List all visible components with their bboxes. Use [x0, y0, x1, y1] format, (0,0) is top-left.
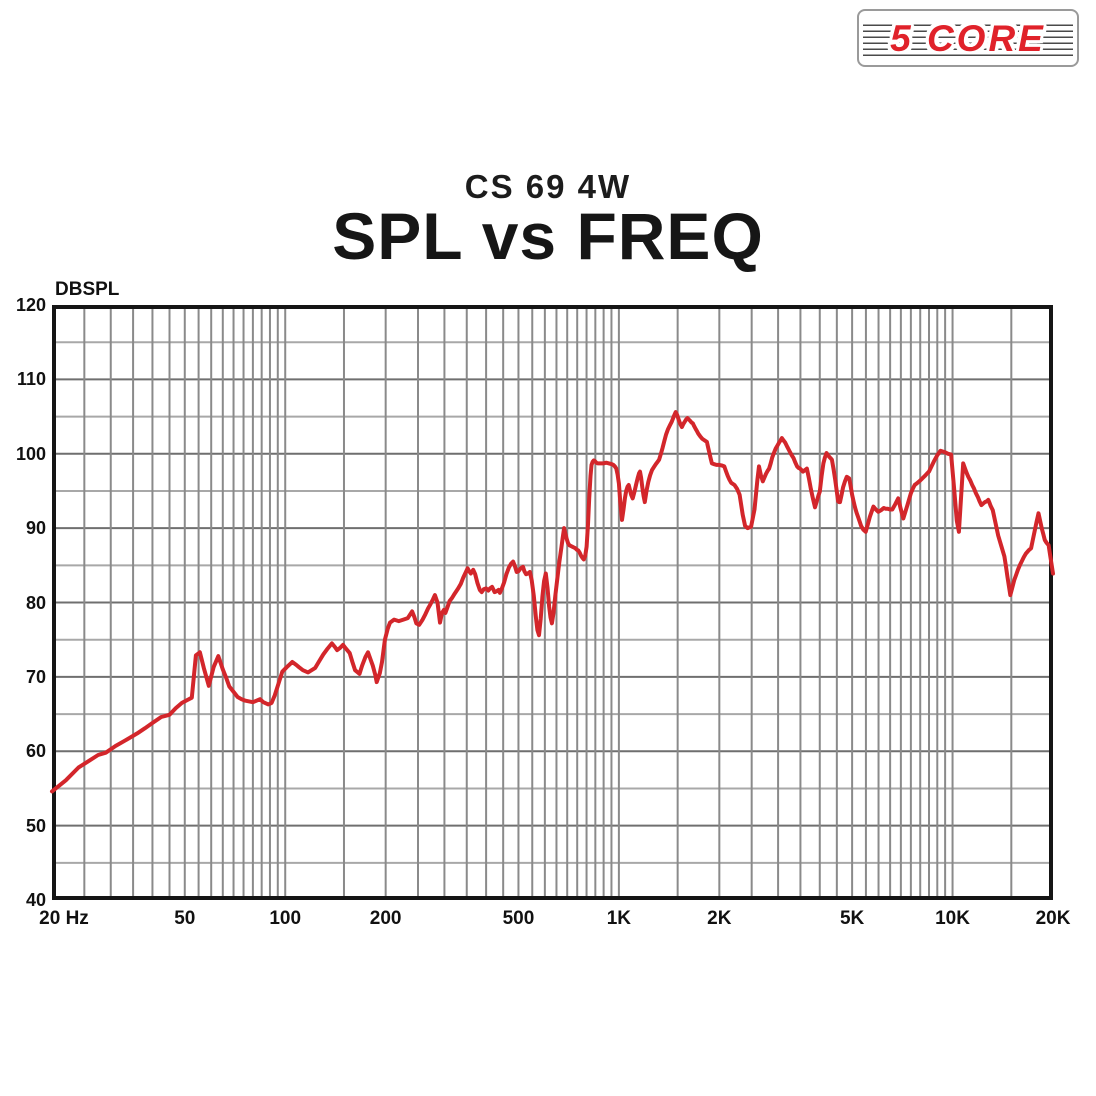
y-tick-label: 120 [15, 295, 46, 315]
x-tick-label: 10K [935, 908, 970, 929]
chart-subtitle: CS 69 4W [464, 168, 632, 205]
y-tick-label: 50 [25, 815, 46, 836]
x-tick-label: 200 [369, 908, 402, 929]
y-tick-label: 80 [25, 592, 46, 613]
spl-curve [50, 410, 1055, 794]
x-tick-label: 20K [1035, 908, 1071, 929]
spl-frequency-chart: 120 110 100 90 80 70 60 50 40 20 Hz 50 100 200 500 1K… [16, 295, 1070, 929]
x-tick-label: 50 [174, 908, 196, 929]
y-tick-label: 70 [25, 666, 46, 687]
x-tick-label: 2K [707, 908, 732, 929]
y-tick-label: 90 [25, 518, 46, 539]
y-tick-label: 60 [25, 741, 46, 762]
x-tick-label: 500 [502, 908, 535, 929]
logo-stripes [863, 20, 1073, 56]
x-tick-label: 20 Hz [39, 908, 89, 929]
y-tick-label: 40 [25, 890, 46, 910]
y-tick-label: 100 [15, 443, 46, 464]
plot-area [50, 305, 1055, 900]
x-tick-label: 5K [839, 908, 865, 929]
chart-title: SPL vs FREQ [332, 199, 764, 273]
x-tick-label: 1K [606, 908, 632, 929]
y-tick-label: 110 [16, 369, 46, 390]
x-tick-label: 100 [269, 908, 302, 929]
brand-logo: 5 CORE [857, 9, 1079, 67]
y-axis-unit-label: DBSPL [55, 279, 120, 300]
plot-border [52, 305, 1053, 900]
brand-logo-text: 5 CORE [890, 17, 1046, 59]
